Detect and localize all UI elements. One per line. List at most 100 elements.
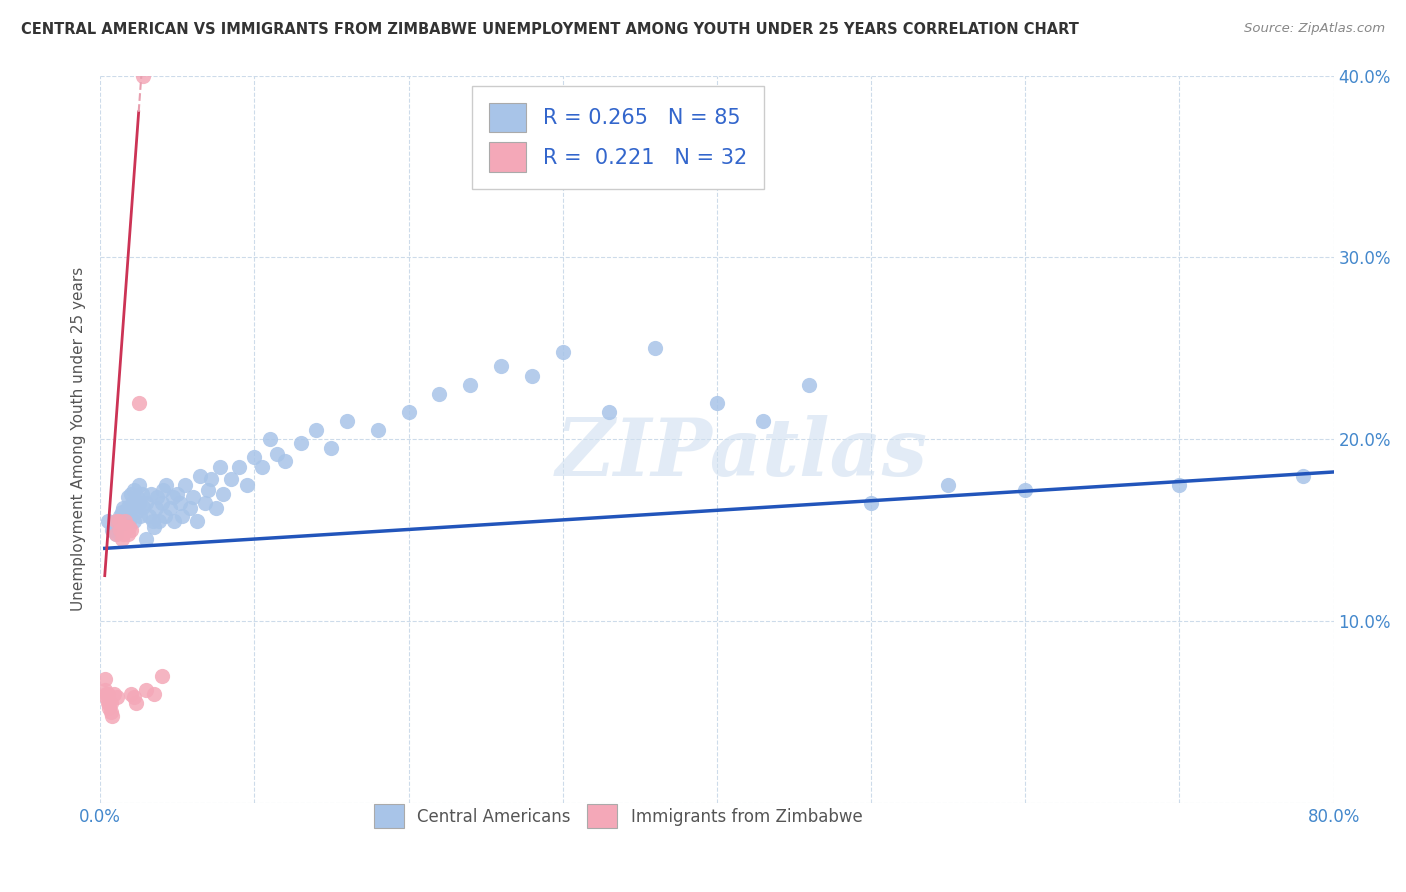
Point [169, 496, 191, 510]
Point [135, 496, 157, 510]
Point [103, 687, 125, 701]
Text: CENTRAL AMERICAN VS IMMIGRANTS FROM ZIMBABWE UNEMPLOYMENT AMONG YOUTH UNDER 25 Y: CENTRAL AMERICAN VS IMMIGRANTS FROM ZIMB… [21, 22, 1078, 37]
Point [132, 69, 155, 83]
Text: ZIPatlas: ZIPatlas [555, 415, 928, 492]
Point [104, 526, 127, 541]
Point [139, 487, 162, 501]
Point [112, 516, 135, 530]
Point [174, 477, 197, 491]
Point [250, 459, 273, 474]
Point [150, 668, 173, 682]
Point [122, 690, 145, 705]
Point [108, 523, 131, 537]
Point [127, 491, 149, 505]
Point [200, 472, 222, 486]
Point [120, 487, 142, 501]
Point [120, 687, 142, 701]
Point [153, 508, 176, 523]
Point [186, 514, 208, 528]
Point [142, 514, 165, 528]
Text: Source: ZipAtlas.com: Source: ZipAtlas.com [1244, 22, 1385, 36]
Point [97, 687, 120, 701]
Point [936, 477, 959, 491]
Point [115, 519, 138, 533]
Point [107, 514, 129, 528]
Point [128, 396, 150, 410]
Point [98, 701, 121, 715]
Point [94, 683, 117, 698]
Point [96, 690, 118, 705]
Point [367, 423, 389, 437]
Y-axis label: Unemployment Among Youth under 25 years: Unemployment Among Youth under 25 years [72, 267, 86, 611]
Point [94, 673, 117, 687]
Point [398, 405, 420, 419]
Point [219, 472, 242, 486]
Point [143, 687, 166, 701]
Point [194, 496, 217, 510]
Point [152, 483, 174, 498]
Point [209, 459, 232, 474]
Point [336, 414, 359, 428]
Point [105, 690, 128, 705]
Point [243, 450, 266, 465]
Point [1292, 468, 1315, 483]
Point [128, 477, 150, 491]
Point [117, 526, 139, 541]
Point [104, 526, 127, 541]
Point [163, 514, 186, 528]
Point [706, 396, 728, 410]
Point [132, 500, 155, 514]
Point [204, 501, 226, 516]
Point [321, 442, 343, 456]
Point [117, 500, 139, 514]
Point [111, 505, 134, 519]
Point [188, 468, 211, 483]
Point [124, 696, 146, 710]
Point [122, 483, 145, 498]
Point [162, 491, 184, 505]
Point [104, 514, 127, 528]
Point [97, 514, 120, 528]
Point [305, 423, 328, 437]
Point [290, 435, 312, 450]
Point [197, 483, 219, 498]
Point [1014, 483, 1036, 498]
Point [118, 514, 141, 528]
Point [98, 696, 121, 710]
Legend: Central Americans, Immigrants from Zimbabwe: Central Americans, Immigrants from Zimba… [367, 797, 869, 835]
Point [644, 341, 666, 355]
Point [122, 514, 145, 528]
Point [138, 508, 160, 523]
Point [115, 505, 138, 519]
Point [148, 514, 170, 528]
Point [120, 523, 142, 537]
Point [131, 487, 153, 501]
Point [128, 496, 150, 510]
Point [752, 414, 775, 428]
Point [259, 432, 281, 446]
Point [212, 487, 235, 501]
Point [179, 501, 201, 516]
Point [799, 377, 821, 392]
Point [266, 447, 288, 461]
Point [159, 501, 181, 516]
Point [228, 459, 250, 474]
Point [274, 454, 297, 468]
Point [135, 533, 157, 547]
Point [150, 496, 173, 510]
Point [112, 526, 135, 541]
Point [100, 696, 122, 710]
Point [458, 377, 481, 392]
Point [129, 508, 152, 523]
Point [120, 501, 142, 516]
Point [114, 510, 136, 524]
Point [118, 519, 141, 533]
Point [121, 496, 143, 510]
Point [107, 514, 129, 528]
Point [112, 501, 135, 516]
Point [155, 477, 177, 491]
Point [235, 477, 257, 491]
Point [100, 705, 122, 719]
Point [143, 519, 166, 533]
Point [181, 491, 204, 505]
